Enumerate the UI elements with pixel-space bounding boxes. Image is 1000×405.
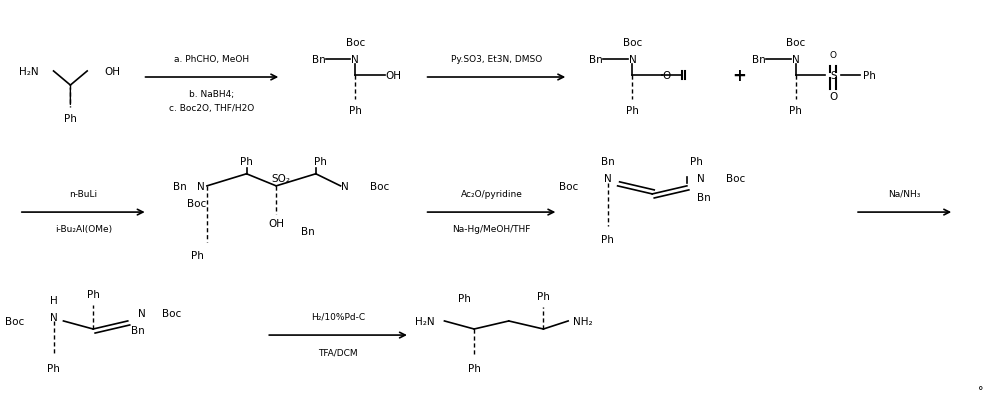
Text: Ph: Ph: [537, 291, 550, 301]
Text: O: O: [829, 92, 837, 102]
Text: N: N: [697, 173, 705, 183]
Text: H₂/10%Pd-C: H₂/10%Pd-C: [311, 312, 365, 321]
Text: Boc: Boc: [187, 198, 207, 209]
Text: OH: OH: [104, 67, 120, 77]
Text: O: O: [830, 51, 837, 60]
Text: a. PhCHO, MeOH: a. PhCHO, MeOH: [174, 55, 249, 64]
Text: Ac₂O/pyridine: Ac₂O/pyridine: [461, 190, 522, 198]
Text: Ph: Ph: [64, 114, 77, 124]
Text: N: N: [50, 312, 57, 322]
Text: Boc: Boc: [370, 181, 389, 192]
Text: Boc: Boc: [5, 316, 24, 326]
Text: Na-Hg/MeOH/THF: Na-Hg/MeOH/THF: [452, 225, 531, 234]
Text: Ph: Ph: [87, 289, 100, 299]
Text: OH: OH: [268, 219, 284, 228]
Text: Ph: Ph: [191, 251, 203, 261]
Text: SO₂: SO₂: [271, 173, 290, 183]
Text: Ph: Ph: [690, 156, 703, 166]
Text: Boc: Boc: [726, 173, 746, 183]
Text: N: N: [604, 173, 612, 183]
Text: NH₂: NH₂: [573, 316, 593, 326]
Text: Ph: Ph: [863, 71, 876, 81]
Text: Boc: Boc: [346, 38, 365, 48]
Text: OH: OH: [385, 71, 401, 81]
Text: Py.SO3, Et3N, DMSO: Py.SO3, Et3N, DMSO: [451, 55, 542, 64]
Text: H₂N: H₂N: [415, 316, 435, 326]
Text: Bn: Bn: [173, 181, 187, 192]
Text: H₂N: H₂N: [19, 67, 39, 77]
Text: Ph: Ph: [349, 106, 362, 116]
Text: Bn: Bn: [752, 55, 766, 65]
Text: N: N: [351, 55, 359, 65]
Text: Bn: Bn: [312, 55, 326, 65]
Text: TFA/DCM: TFA/DCM: [318, 347, 358, 356]
Text: Ph: Ph: [626, 106, 639, 116]
Text: N: N: [138, 308, 145, 318]
Text: Bn: Bn: [131, 325, 145, 335]
Text: Ph: Ph: [468, 363, 481, 373]
Text: i-Bu₂Al(OMe): i-Bu₂Al(OMe): [55, 225, 112, 234]
Text: N: N: [629, 55, 636, 65]
Text: Boc: Boc: [786, 38, 805, 48]
Text: N: N: [341, 181, 348, 192]
Text: O: O: [662, 71, 670, 81]
Text: N: N: [197, 181, 205, 192]
Text: Ph: Ph: [314, 156, 327, 166]
Text: S: S: [830, 71, 837, 81]
Text: Na/NH₃: Na/NH₃: [888, 190, 921, 198]
Text: Boc: Boc: [162, 308, 182, 318]
Text: Bn: Bn: [601, 156, 615, 166]
Text: Bn: Bn: [589, 55, 603, 65]
Text: Ph: Ph: [47, 363, 60, 373]
Text: N: N: [792, 55, 800, 65]
Text: H: H: [50, 295, 57, 305]
Text: +: +: [732, 67, 746, 85]
Text: Boc: Boc: [559, 181, 578, 192]
Text: °: °: [978, 386, 984, 396]
Text: Boc: Boc: [623, 38, 642, 48]
Text: Ph: Ph: [240, 156, 253, 166]
Text: c. Boc2O, THF/H2O: c. Boc2O, THF/H2O: [169, 104, 255, 113]
Text: Ph: Ph: [789, 106, 802, 116]
Text: Ph: Ph: [601, 234, 614, 245]
Text: n-BuLi: n-BuLi: [69, 190, 97, 198]
Text: Ph: Ph: [458, 293, 471, 303]
Text: Bn: Bn: [697, 192, 711, 202]
Text: Bn: Bn: [301, 227, 315, 237]
Text: b. NaBH4;: b. NaBH4;: [189, 90, 234, 99]
